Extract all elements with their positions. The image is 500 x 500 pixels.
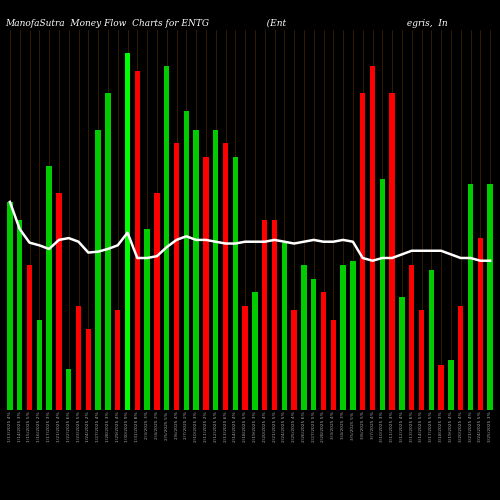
- Bar: [17, 220, 22, 410]
- Bar: [252, 292, 258, 410]
- Bar: [144, 229, 150, 410]
- Bar: [468, 184, 473, 410]
- Bar: [134, 70, 140, 410]
- Bar: [419, 310, 424, 410]
- Bar: [86, 328, 91, 410]
- Bar: [350, 260, 356, 410]
- Bar: [46, 166, 52, 410]
- Bar: [66, 370, 71, 410]
- Bar: [390, 94, 395, 410]
- Bar: [330, 320, 336, 410]
- Bar: [428, 270, 434, 410]
- Bar: [458, 306, 464, 410]
- Bar: [409, 265, 414, 410]
- Bar: [213, 130, 218, 410]
- Bar: [282, 242, 287, 410]
- Bar: [125, 52, 130, 410]
- Bar: [194, 130, 199, 410]
- Bar: [438, 365, 444, 410]
- Bar: [448, 360, 454, 410]
- Bar: [488, 184, 493, 410]
- Bar: [242, 306, 248, 410]
- Bar: [184, 112, 189, 410]
- Bar: [340, 265, 346, 410]
- Bar: [380, 180, 385, 410]
- Bar: [203, 156, 208, 410]
- Bar: [360, 94, 366, 410]
- Bar: [76, 306, 81, 410]
- Bar: [399, 297, 404, 410]
- Bar: [154, 193, 160, 410]
- Bar: [56, 193, 62, 410]
- Bar: [96, 130, 101, 410]
- Bar: [292, 310, 297, 410]
- Bar: [223, 143, 228, 410]
- Bar: [272, 220, 277, 410]
- Bar: [36, 320, 42, 410]
- Bar: [311, 279, 316, 410]
- Text: ManofaSutra  Money Flow  Charts for ENTG                    (Ent                : ManofaSutra Money Flow Charts for ENTG (…: [5, 18, 448, 28]
- Bar: [321, 292, 326, 410]
- Bar: [478, 238, 483, 410]
- Bar: [105, 94, 110, 410]
- Bar: [27, 265, 32, 410]
- Bar: [115, 310, 120, 410]
- Bar: [174, 143, 179, 410]
- Bar: [7, 202, 12, 410]
- Bar: [232, 156, 238, 410]
- Bar: [370, 66, 375, 410]
- Bar: [164, 66, 170, 410]
- Bar: [301, 265, 306, 410]
- Bar: [262, 220, 268, 410]
